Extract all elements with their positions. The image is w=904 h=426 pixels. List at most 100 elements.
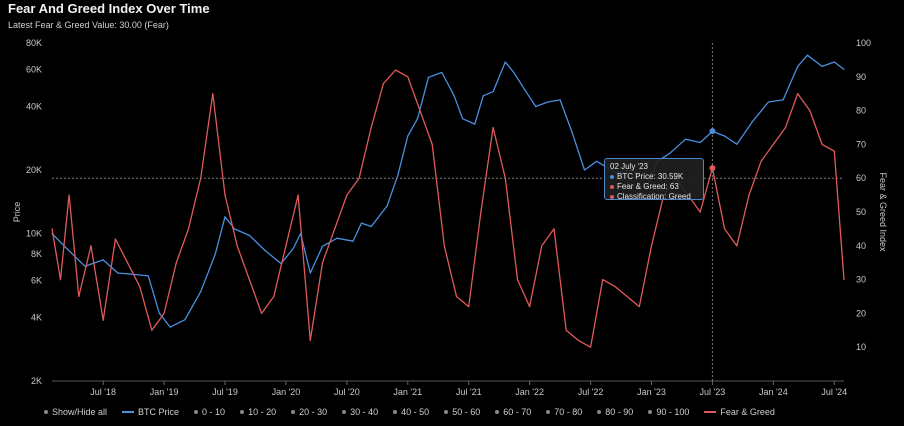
btc-price-point	[397, 174, 399, 176]
line-swatch-icon	[122, 411, 135, 413]
btc-price-point	[474, 123, 476, 125]
chart-subtitle: Latest Fear & Greed Value: 30.00 (Fear)	[8, 20, 169, 30]
legend-item[interactable]: BTC Price	[122, 407, 179, 417]
btc-price-point	[386, 205, 388, 207]
tooltip-date: 02 July '23	[610, 162, 648, 171]
fear-greed-point	[51, 228, 53, 230]
x-tick-label: Jan '20	[272, 387, 301, 397]
fear-greed-point	[602, 279, 604, 281]
fear-greed-point	[541, 245, 543, 247]
dot-icon	[291, 410, 296, 414]
btc-price-point	[309, 272, 311, 274]
fear-greed-point	[443, 245, 445, 247]
y-left-tick-label: 4K	[31, 312, 42, 322]
y-left-tick-label: 10K	[26, 229, 42, 239]
fear-greed-point	[784, 126, 787, 129]
btc-price-point	[492, 91, 494, 93]
legend-label: 30 - 40	[350, 407, 379, 417]
legend-item[interactable]: Fear & Greed	[704, 407, 775, 417]
hover-btc-marker	[709, 128, 716, 135]
btc-price-point	[482, 95, 484, 97]
btc-price-point	[736, 143, 738, 145]
y-left-tick-label: 80K	[26, 38, 42, 48]
fear-greed-point	[260, 312, 263, 314]
legend-item[interactable]: 30 - 40	[342, 407, 378, 417]
y-left-axis-title: Price	[12, 202, 22, 223]
fear-greed-point	[809, 110, 811, 112]
btc-price-point	[821, 65, 823, 67]
x-tick-label: Jul '22	[578, 387, 604, 397]
legend-label: 10 - 20	[248, 407, 277, 417]
fear-greed-point	[224, 194, 226, 196]
btc-price-point	[336, 237, 338, 239]
y-right-tick-label: 20	[856, 308, 866, 318]
legend-item[interactable]: 10 - 20	[240, 407, 276, 417]
legend-item[interactable]: 80 - 90	[597, 407, 633, 417]
legend-item[interactable]: 20 - 30	[291, 407, 327, 417]
fear-greed-point	[175, 262, 177, 264]
dot-icon	[444, 410, 449, 414]
fear-greed-point	[321, 262, 324, 264]
btc-price-point	[685, 138, 687, 140]
fear-greed-point	[431, 143, 433, 145]
fear-greed-point	[395, 69, 397, 71]
btc-price-point	[292, 247, 294, 250]
fear-greed-point	[626, 295, 628, 298]
legend-item[interactable]: 60 - 70	[495, 407, 531, 417]
legend-label: Show/Hide all	[52, 407, 108, 417]
chart-title: Fear And Greed Index Over Time	[8, 1, 210, 16]
fear-greed-point	[163, 312, 165, 314]
y-left-tick-label: 60K	[26, 64, 42, 74]
fear-greed-point	[833, 150, 835, 152]
btc-price-point	[224, 216, 226, 218]
tooltip-class: Classification: Greed	[617, 192, 691, 201]
btc-price-point	[416, 118, 419, 120]
fear-greed-point	[529, 306, 531, 308]
dot-icon	[194, 410, 199, 414]
btc-price-point	[184, 319, 186, 321]
line-swatch-icon	[704, 411, 717, 413]
fear-greed-point	[370, 126, 372, 129]
fear-greed-point	[516, 279, 519, 281]
legend-label: 20 - 30	[299, 407, 328, 417]
x-tick-label: Jul '23	[700, 387, 726, 397]
fear-greed-point	[772, 143, 774, 145]
fear-greed-point	[736, 245, 738, 247]
legend-item[interactable]: 70 - 80	[546, 407, 582, 417]
dot-icon	[495, 410, 500, 414]
legend-item[interactable]: 90 - 100	[648, 407, 689, 417]
btc-price-point	[524, 89, 526, 91]
fear-greed-point	[468, 306, 470, 308]
btc-price-point	[427, 76, 430, 78]
fear-greed-point	[212, 93, 214, 95]
btc-price-point	[797, 65, 799, 67]
fear-greed-point	[90, 245, 92, 247]
fear-greed-point	[68, 194, 70, 196]
btc-price-point	[102, 259, 104, 261]
btc-price-point	[559, 99, 561, 101]
fear-greed-point	[248, 279, 250, 281]
fear-greed-point	[699, 211, 701, 213]
legend-item[interactable]: Show/Hide all	[44, 407, 107, 417]
y-right-tick-label: 30	[856, 275, 866, 285]
legend-item[interactable]: 0 - 10	[194, 407, 225, 417]
legend-item[interactable]: 50 - 60	[444, 407, 480, 417]
y-right-tick-label: 70	[856, 139, 866, 149]
btc-price-point	[535, 105, 537, 108]
fear-greed-point	[151, 329, 153, 331]
btc-price-point	[752, 120, 754, 123]
tooltip: 02 July '23 BTC Price: 30.59K Fear & Gre…	[604, 158, 704, 201]
x-tick-label: Jul '20	[334, 387, 360, 397]
fear-greed-point	[480, 211, 482, 213]
fear-greed-point	[638, 306, 640, 308]
btc-price-point	[699, 141, 701, 144]
legend-label: 90 - 100	[656, 407, 690, 417]
btc-price-point	[453, 95, 455, 97]
legend-label: 0 - 10	[202, 407, 226, 417]
dot-icon	[597, 410, 602, 414]
legend-item[interactable]: 40 - 50	[393, 407, 429, 417]
y-right-tick-label: 80	[856, 106, 866, 116]
btc-price-point	[596, 160, 598, 162]
x-tick-label: Jan '19	[150, 387, 179, 397]
